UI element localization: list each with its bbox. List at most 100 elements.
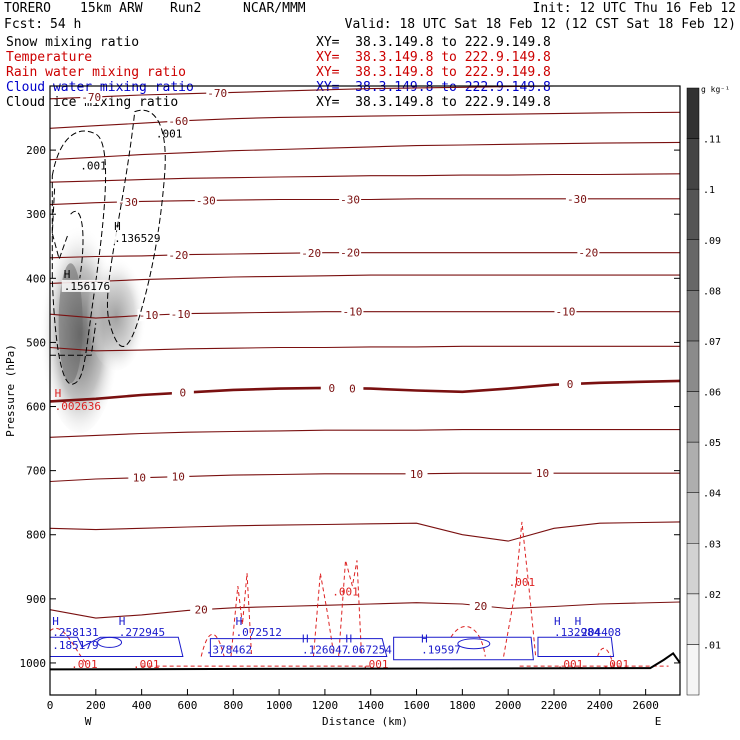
rain-water-contour [49, 627, 87, 664]
y-tick-label: 400 [26, 272, 46, 285]
org-label: NCAR/MMM [243, 1, 306, 16]
rain-water-contour [450, 626, 486, 657]
isotherm-label-bg [128, 471, 151, 484]
colorbar-segment [686, 138, 700, 190]
rain-water-contour [338, 560, 363, 657]
cloud-water-maximum-marker: H [52, 615, 59, 628]
snow-maximum-marker: H [114, 220, 121, 233]
isotherm-label-bg [169, 307, 192, 320]
isotherm-line [49, 85, 680, 100]
isotherm-label-bg [554, 305, 577, 318]
cloud-water-contour [537, 636, 615, 658]
isotherm-label-bg [405, 467, 428, 480]
snow-maximum-value: .136529 [114, 232, 160, 245]
colorbar-tick-label: .02 [703, 590, 721, 601]
rain-water-contour [597, 648, 615, 667]
cloud-water-contour [49, 636, 184, 658]
colorbar-tick-label: .04 [703, 489, 721, 500]
isotherm-label: -20 [168, 249, 188, 262]
isotherm-label: -60 [168, 115, 188, 128]
x-tick-label: 400 [132, 699, 152, 712]
isotherm-label-bg [320, 382, 343, 395]
model-name: TORERO [4, 1, 51, 16]
rain-contour-label: .001 [509, 576, 536, 589]
isotherm-label: -10 [342, 306, 362, 319]
isotherm-label-bg [341, 382, 364, 395]
isotherm-line [49, 111, 681, 129]
isotherm-label: -10 [556, 306, 576, 319]
x-axis-east-label: E [655, 715, 662, 728]
cloud-water-maximum-marker: H [554, 615, 561, 628]
isotherm-label: 0 [567, 378, 574, 391]
cloud-water-maximum-value: .126047 [302, 643, 348, 656]
isotherm-label: -30 [118, 196, 138, 209]
field-cross-section-line: XY= 38.3.149.8 to 222.9.149.8 [316, 95, 551, 110]
forecast-hours: 54 h [50, 17, 82, 32]
isotherm-label: 10 [410, 468, 423, 481]
y-tick-label: 500 [26, 336, 46, 349]
cloud-water-maximum-value: .378462 [206, 643, 252, 656]
isotherm-label: -20 [578, 247, 598, 260]
isotherm-label-bg [171, 386, 194, 399]
cloud-water-maximum-value: .185179 [52, 639, 98, 652]
valid-time: Valid: 18 UTC Sat 18 Feb 12 (12 CST Sat … [344, 17, 736, 32]
cloud-water-maximum-value: .072512 [236, 626, 282, 639]
terrain-line [49, 651, 681, 671]
isotherm-label: -70 [207, 87, 227, 100]
field-name: Cloud water mixing ratio [6, 80, 194, 95]
isotherm-label: -20 [301, 247, 321, 260]
rain-water-contour [503, 521, 537, 657]
isotherm-label-bg [300, 246, 323, 259]
colorbar-unit: g kg⁻¹ [701, 85, 730, 94]
cloud-water-contour [97, 636, 123, 648]
cloud-water-contour [393, 636, 534, 661]
x-tick-label: 800 [223, 699, 243, 712]
init-time: Init: 12 UTC Thu 16 Feb 12 [532, 1, 737, 16]
cloud-water-maximum-value: .19597 [421, 643, 461, 656]
x-axis-west-label: W [85, 715, 92, 728]
y-tick-label: 1000 [20, 657, 47, 670]
x-tick-label: 0 [47, 699, 54, 712]
x-tick-label: 2600 [632, 699, 659, 712]
cloud-water-contour [209, 638, 388, 658]
x-tick-label: 1200 [312, 699, 339, 712]
isotherm-label: 10 [172, 471, 185, 484]
isotherm-label: -30 [340, 193, 360, 206]
colorbar-tick-label: .1 [703, 185, 715, 196]
x-tick-label: 2000 [495, 699, 522, 712]
x-tick-label: 1000 [266, 699, 293, 712]
rain-contour-label: .001 [71, 658, 98, 671]
isotherm-label-bg [531, 467, 554, 480]
snow-maximum-value: .156176 [64, 280, 110, 293]
snow-maximum-marker: H [64, 268, 71, 281]
cloud-water-maximum-marker: H [302, 632, 309, 645]
isotherm-label: -30 [567, 193, 587, 206]
field-name: Temperature [6, 50, 93, 65]
y-axis-label: Pressure (hPa) [4, 344, 17, 437]
cloud-water-maximum-value: .067254 [346, 643, 393, 656]
colorbar-segment [686, 492, 700, 544]
isotherm-line [49, 521, 681, 542]
isotherm-label: 10 [133, 472, 146, 485]
isotherm-label-bg [80, 91, 103, 104]
field-cross-section-line: XY= 38.3.149.8 to 222.9.149.8 [316, 35, 551, 50]
y-tick-label: 600 [26, 401, 46, 414]
isotherm-label: 20 [474, 600, 487, 613]
isotherm-label: -10 [139, 309, 159, 322]
x-tick-label: 2400 [587, 699, 614, 712]
y-tick-label: 300 [26, 208, 46, 221]
rain-contour-label: .001 [332, 586, 359, 599]
snow-contour-label: .001 [156, 127, 183, 140]
field-name: Cloud ice mixing ratio [6, 95, 179, 110]
forecast-label: Fcst: [4, 17, 44, 32]
x-tick-label: 1800 [449, 699, 476, 712]
isotherm-label-bg [339, 246, 362, 259]
colorbar-segment [686, 290, 700, 342]
snow-mixing-ratio-shading [86, 250, 147, 371]
isotherm-line [49, 379, 681, 403]
isotherm-label-bg [137, 309, 160, 322]
cloud-water-maximum-marker: H [346, 632, 353, 645]
colorbar-tick-label: .05 [703, 438, 721, 449]
cloud-water-maximum-value: .258131 [52, 626, 98, 639]
